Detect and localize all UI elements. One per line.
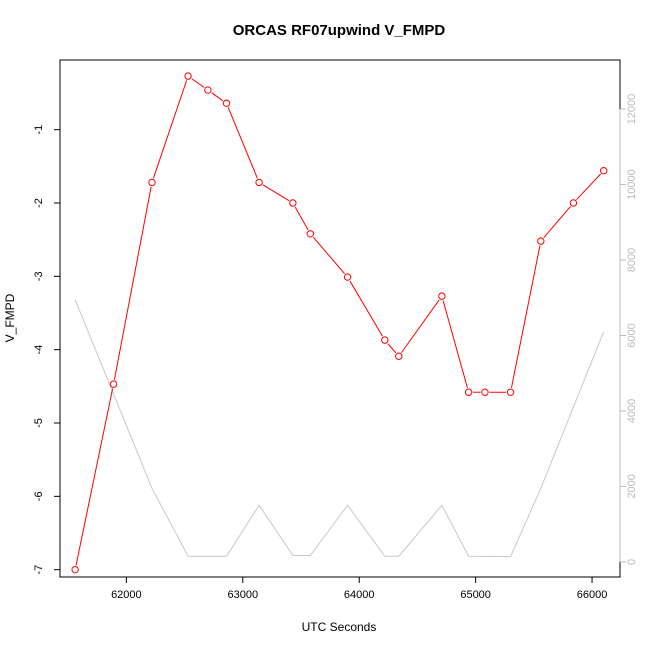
series-segment bbox=[294, 206, 309, 231]
x-tick-label: 66000 bbox=[577, 589, 608, 601]
data-point bbox=[438, 292, 446, 300]
data-point bbox=[184, 72, 192, 80]
data-point bbox=[569, 199, 578, 207]
y-axis-label: V_FMPD bbox=[3, 293, 17, 342]
data-point bbox=[600, 167, 608, 175]
data-point bbox=[109, 380, 118, 388]
primary-series-layer bbox=[71, 72, 608, 574]
data-point bbox=[395, 352, 403, 360]
secondary-series-layer bbox=[74, 299, 605, 558]
x-tick-label: 63000 bbox=[227, 589, 258, 601]
chart-title: ORCAS RF07upwind V_FMPD bbox=[233, 22, 446, 39]
y2-tick-label: 6000 bbox=[626, 323, 638, 347]
x-tick-label: 64000 bbox=[344, 589, 375, 601]
y-tick-label: -2 bbox=[33, 198, 45, 208]
series-segment bbox=[401, 299, 440, 353]
data-point bbox=[289, 199, 297, 207]
series-segment bbox=[387, 343, 397, 354]
series-segment bbox=[543, 206, 571, 239]
y-axis-left: -7 -6 -5 -4 -3 -2 -1 bbox=[33, 125, 61, 575]
series-segment bbox=[510, 245, 541, 388]
data-point bbox=[481, 388, 489, 396]
series-segment bbox=[262, 184, 290, 202]
data-point bbox=[148, 178, 156, 187]
series-segment bbox=[152, 80, 188, 179]
series-segment bbox=[227, 107, 258, 179]
y2-tick-label: 10000 bbox=[626, 169, 638, 200]
data-point bbox=[506, 388, 515, 396]
y-tick-label: -3 bbox=[33, 271, 45, 281]
series-segment bbox=[191, 78, 205, 88]
y-tick-label: -7 bbox=[33, 565, 45, 575]
data-point bbox=[381, 336, 389, 344]
x-axis-label: UTC Seconds bbox=[302, 620, 377, 634]
y-tick-label: -1 bbox=[33, 125, 45, 135]
data-point bbox=[306, 230, 315, 238]
x-tick-label: 62000 bbox=[111, 589, 142, 601]
series-segment bbox=[312, 236, 346, 274]
y-tick-label: -6 bbox=[33, 491, 45, 501]
series-segment bbox=[349, 280, 383, 337]
data-point bbox=[537, 237, 545, 245]
series-segment bbox=[576, 173, 601, 201]
y2-tick-label: 4000 bbox=[626, 399, 638, 423]
y2-tick-label: 2000 bbox=[626, 474, 638, 498]
y2-tick-label: 12000 bbox=[626, 94, 638, 125]
series-segment bbox=[75, 388, 114, 566]
series-segment bbox=[211, 92, 224, 102]
y-axis-right: 0 2000 4000 6000 8000 10000 12000 bbox=[619, 94, 638, 565]
data-point bbox=[464, 388, 473, 396]
y-tick-label: -5 bbox=[33, 418, 45, 428]
series-segment bbox=[113, 186, 152, 380]
x-tick-label: 65000 bbox=[460, 589, 491, 601]
data-point bbox=[204, 86, 212, 94]
y2-tick-label: 8000 bbox=[626, 248, 638, 272]
secondary-series-line bbox=[74, 299, 605, 558]
x-axis: 62000 63000 64000 65000 66000 bbox=[111, 576, 608, 601]
series-segment bbox=[442, 300, 468, 388]
data-point bbox=[343, 273, 352, 281]
data-point bbox=[71, 565, 79, 574]
data-point bbox=[255, 178, 263, 187]
y-tick-label: -4 bbox=[33, 345, 45, 355]
data-point bbox=[222, 99, 231, 107]
y2-tick-label: 0 bbox=[626, 559, 638, 565]
